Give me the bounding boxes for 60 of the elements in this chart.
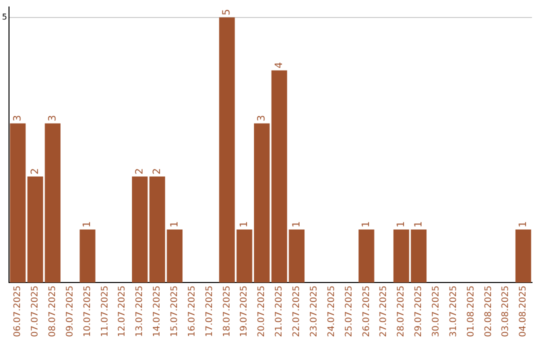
bar: [271, 70, 288, 282]
x-tick-label: 06.07.2025: [13, 285, 24, 337]
data-label: 1: [413, 221, 424, 228]
x-tick-label: 12.07.2025: [118, 285, 128, 337]
data-label: 2: [152, 168, 163, 174]
data-label: 1: [291, 221, 302, 228]
bar: [515, 229, 532, 282]
x-tick-label: 23.07.2025: [309, 285, 320, 337]
x-tick-label: 10.07.2025: [82, 285, 93, 337]
bar: [80, 229, 96, 282]
data-label: 2: [134, 168, 146, 174]
data-label: 1: [518, 221, 529, 228]
x-tick-label: 07.07.2025: [30, 285, 41, 337]
x-tick-label: 11.07.2025: [100, 285, 110, 337]
x-tick-label: 09.07.2025: [65, 285, 76, 337]
x-tick-label: 04.08.2025: [518, 285, 529, 337]
bar: [10, 123, 26, 282]
data-label: 3: [256, 115, 268, 122]
data-label: 1: [82, 221, 94, 228]
bar: [254, 123, 270, 282]
x-tick-label: 02.08.2025: [484, 285, 494, 337]
x-tick-label: 28.07.2025: [396, 285, 407, 337]
x-tick-label: 24.07.2025: [326, 285, 337, 337]
bar: [166, 229, 183, 282]
x-tick-label: 31.07.2025: [448, 285, 459, 337]
x-tick-label: 20.07.2025: [257, 285, 268, 337]
x-tick-label: 16.07.2025: [187, 285, 198, 337]
x-tick-label: 19.07.2025: [240, 285, 250, 337]
bar: [288, 229, 305, 282]
x-tick-label: 29.07.2025: [414, 285, 424, 337]
data-label: 1: [396, 221, 407, 228]
x-tick-label: 30.07.2025: [431, 285, 442, 337]
x-tick-label: 13.07.2025: [135, 285, 146, 337]
bar: [393, 229, 410, 282]
x-tick-label: 08.07.2025: [48, 285, 58, 337]
bar: [149, 176, 166, 282]
bar: [410, 229, 427, 282]
x-tick-label: 18.07.2025: [222, 285, 232, 337]
x-tick-label: 26.07.2025: [362, 285, 372, 337]
data-label: 1: [238, 221, 250, 228]
x-tick-label: 17.07.2025: [204, 285, 215, 337]
x-tick-label: 15.07.2025: [170, 285, 180, 337]
bar: [358, 229, 374, 282]
x-tick-label: 14.07.2025: [152, 285, 163, 337]
x-tick-label: 22.07.2025: [292, 285, 302, 337]
bar: [44, 123, 61, 282]
data-label: 5: [222, 9, 233, 16]
data-label: 1: [169, 221, 180, 228]
data-label: 3: [47, 115, 58, 122]
x-tick-label: 25.07.2025: [344, 285, 354, 337]
x-tick-label: 27.07.2025: [379, 285, 390, 337]
bar: [27, 176, 44, 282]
data-label: 2: [30, 168, 41, 174]
x-tick-label: 01.08.2025: [466, 285, 476, 337]
bar: [132, 176, 148, 282]
x-tick-label: 03.08.2025: [501, 285, 512, 337]
data-label: 1: [361, 221, 372, 228]
data-label: 4: [274, 62, 285, 68]
x-tick-label: 21.07.2025: [274, 285, 285, 337]
data-label: 3: [12, 115, 24, 122]
